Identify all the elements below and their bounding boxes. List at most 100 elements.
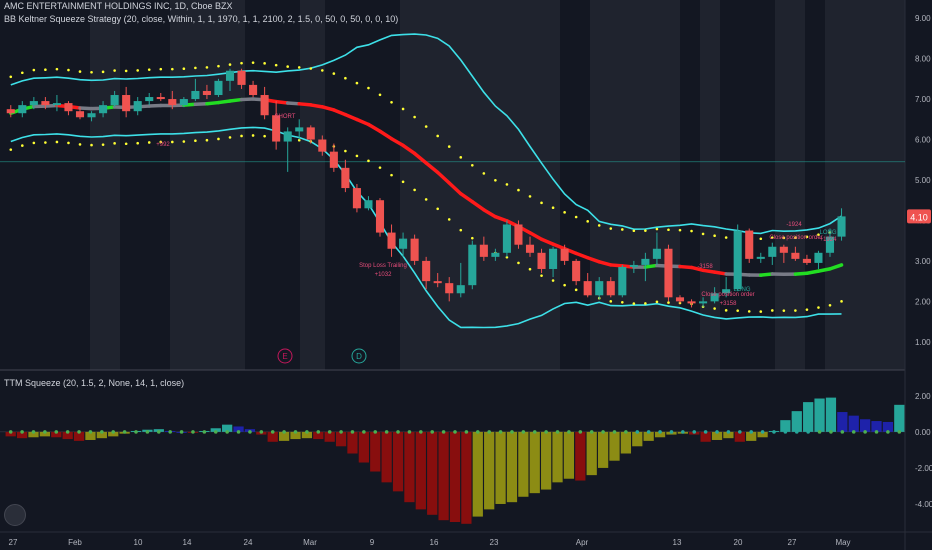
osc-bar-70	[803, 402, 814, 432]
candle-body-58	[675, 297, 685, 302]
keltner-upper-dot-12	[147, 68, 151, 71]
candle-body-35	[410, 238, 419, 261]
squeeze-dot-35	[407, 430, 412, 434]
osc-bar-57	[654, 431, 666, 438]
last-price-label: 4.10	[910, 212, 928, 222]
candle-body-5	[64, 103, 73, 112]
candle-body-40	[468, 244, 477, 286]
osc-bar-4	[51, 431, 62, 438]
keltner-upper-dot-14	[171, 67, 174, 71]
candle-body-41	[479, 244, 488, 257]
candle-body-44	[514, 224, 523, 245]
squeeze-dot-49	[567, 430, 571, 434]
squeeze-dot-29	[339, 430, 343, 434]
basis-segment-46	[528, 231, 544, 242]
squeeze-dot-70	[806, 430, 810, 434]
x-tick-4: 24	[244, 538, 253, 547]
basis-segment-48	[551, 242, 567, 251]
tradingview-logo-icon[interactable]	[4, 504, 26, 526]
candle-body-65	[756, 256, 765, 259]
candle-body-68	[791, 252, 800, 259]
osc-bar-38	[438, 431, 449, 521]
x-tick-2: 10	[134, 538, 143, 547]
keltner-upper-dot-37	[436, 134, 439, 138]
keltner-lower-dot-65	[759, 310, 763, 313]
osc-bar-3	[39, 431, 50, 437]
basis-segment-43	[493, 214, 509, 223]
trade-annotation-9: LONG	[819, 230, 836, 236]
keltner-upper-dot-26	[309, 67, 313, 70]
squeeze-dot-58	[669, 430, 674, 434]
keltner-lower-dot-64	[747, 310, 751, 313]
keltner-upper-dot-21	[251, 61, 255, 64]
keltner-upper-dot-15	[182, 67, 186, 71]
keltner-lower-dot-72	[840, 300, 843, 303]
candle-body-55	[641, 258, 650, 265]
keltner-upper-dot-24	[286, 65, 289, 68]
basis-segment-53	[609, 263, 625, 268]
keltner-lower-dot-11	[136, 141, 139, 145]
candle-body-21	[249, 84, 258, 96]
squeeze-dot-38	[441, 430, 446, 434]
x-tick-8: 23	[490, 538, 499, 547]
x-tick-7: 16	[430, 538, 439, 547]
keltner-upper-dot-42	[494, 178, 497, 182]
squeeze-dot-10	[122, 430, 127, 434]
basis-segment-36	[412, 151, 428, 165]
osc-bar-66	[757, 431, 768, 438]
keltner-upper-dot-0	[9, 75, 13, 79]
keltner-upper-dot-61	[713, 234, 716, 238]
trade-annotation-2: Stop Loss Trailing	[359, 263, 407, 269]
squeeze-dot-7	[88, 430, 93, 434]
osc-bar-1	[16, 431, 28, 439]
squeeze-dot-18	[213, 430, 218, 434]
keltner-lower-dot-13	[159, 140, 163, 144]
osc-bar-23	[267, 431, 278, 442]
candle-body-62	[722, 289, 731, 294]
trade-annotation-8: -1924	[786, 222, 802, 228]
keltner-lower-dot-71	[828, 304, 832, 307]
keltner-lower-dot-18	[217, 137, 220, 141]
basis-segment-13	[147, 103, 163, 108]
squeeze-dot-71	[817, 430, 822, 434]
osc-bar-34	[392, 431, 404, 492]
candle-body-60	[699, 301, 708, 304]
candle-body-27	[318, 139, 327, 152]
osc-bar-75	[860, 419, 871, 432]
squeeze-dot-4	[54, 430, 59, 434]
candle-body-29	[341, 167, 350, 189]
keltner-upper-dot-65	[759, 237, 763, 241]
basis-segment-51	[585, 256, 601, 264]
keltner-upper-dot-49	[574, 215, 578, 219]
basis-segment-30	[343, 112, 359, 122]
keltner-upper-dot-68	[794, 236, 797, 240]
candle-body-33	[387, 232, 396, 249]
osc-bar-55	[632, 431, 643, 447]
osc-bar-44	[506, 431, 518, 503]
candle-body-32	[375, 200, 385, 233]
squeeze-dot-52	[601, 430, 605, 434]
squeeze-dot-14	[168, 430, 172, 434]
candle-body-1	[18, 105, 27, 114]
keltner-lower-dot-38	[447, 218, 451, 221]
keltner-lower-dot-32	[378, 166, 382, 169]
osc-bar-31	[358, 431, 369, 463]
keltner-upper-dot-55	[644, 229, 647, 232]
osc-bar-2	[28, 431, 39, 438]
basis-segment-18	[205, 100, 221, 106]
basis-segment-21	[239, 97, 255, 102]
osc-bar-6	[73, 431, 85, 441]
osc-bar-50	[575, 431, 586, 481]
squeeze-dot-31	[362, 430, 366, 434]
keltner-lower-dot-3	[44, 141, 47, 144]
basis-segment-34	[389, 136, 405, 148]
basis-segment-47	[539, 237, 555, 246]
basis-segment-25	[285, 101, 301, 106]
squeeze-dot-67	[772, 430, 776, 434]
osc-bar-52	[597, 431, 609, 468]
candle-body-16	[191, 90, 200, 100]
basis-segment-39	[447, 181, 463, 196]
squeeze-dot-11	[134, 430, 138, 434]
candle-body-28	[329, 151, 338, 168]
osc-bar-77	[882, 421, 894, 432]
